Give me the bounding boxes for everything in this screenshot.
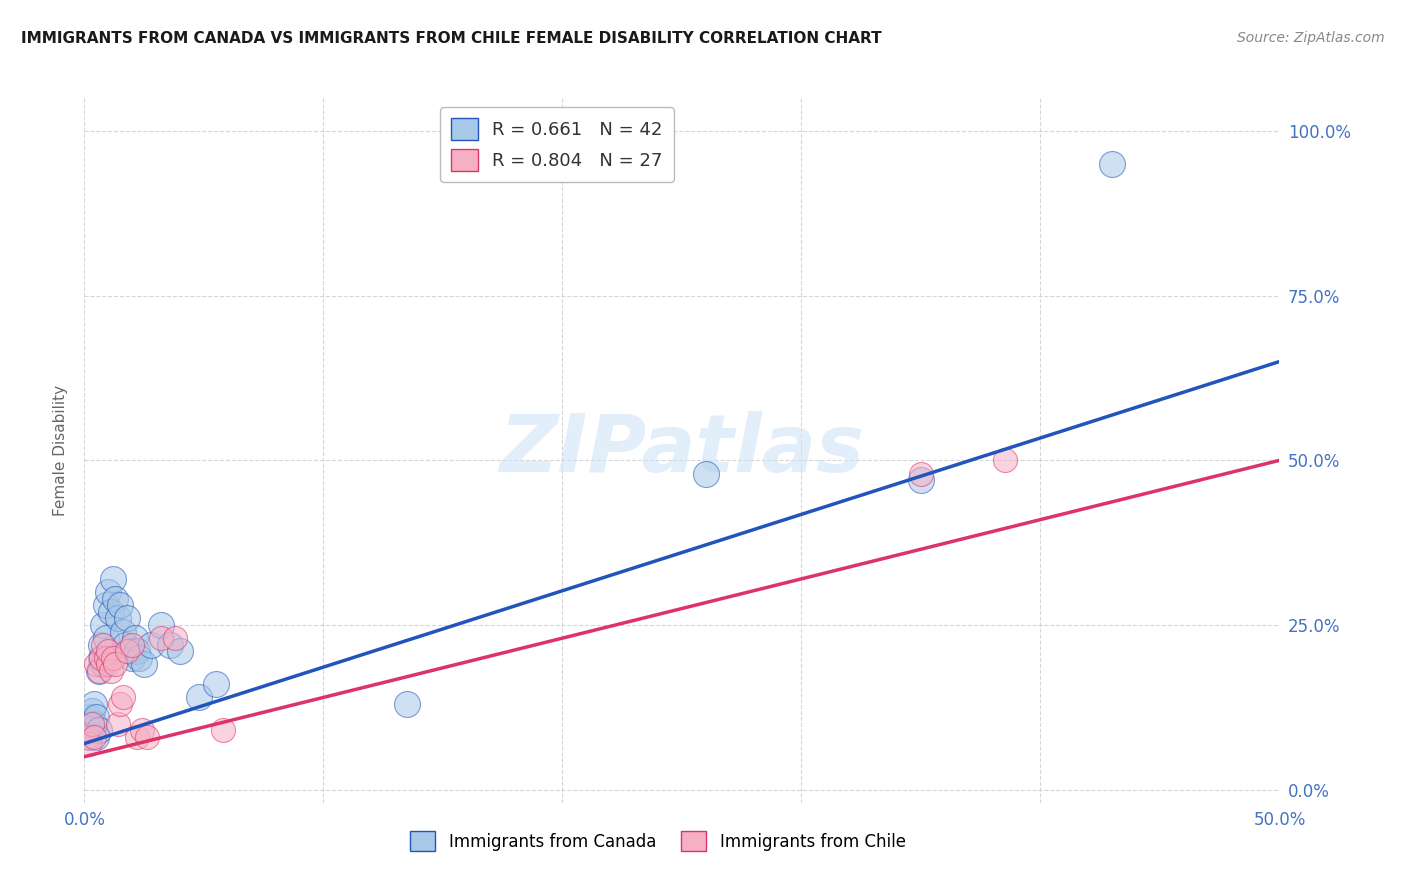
Point [90, 651, 112, 665]
Point [87, 664, 110, 678]
Point [141, 638, 163, 652]
Point [94, 651, 117, 665]
Point [107, 716, 129, 731]
Point [94, 599, 117, 613]
Point [77, 710, 100, 724]
Point [212, 723, 235, 738]
Point [86, 730, 108, 744]
Point [80, 723, 103, 738]
Point [93, 657, 115, 672]
Point [121, 638, 143, 652]
Point [80, 716, 103, 731]
Point [83, 697, 105, 711]
Point [121, 651, 143, 665]
Point [100, 605, 122, 619]
Point [111, 624, 134, 639]
Point [86, 710, 108, 724]
Point [117, 644, 139, 658]
Point [101, 572, 124, 586]
Point [77, 730, 100, 744]
Point [994, 453, 1017, 467]
Point [87, 664, 110, 678]
Point [910, 467, 932, 481]
Point [97, 644, 120, 658]
Point [83, 716, 105, 731]
Text: Source: ZipAtlas.com: Source: ZipAtlas.com [1237, 31, 1385, 45]
Point [93, 638, 115, 652]
Point [111, 690, 134, 705]
Point [97, 657, 120, 672]
Point [93, 618, 115, 632]
Point [87, 723, 110, 738]
Point [101, 651, 124, 665]
Point [188, 690, 211, 705]
Point [97, 585, 120, 599]
Y-axis label: Female Disability: Female Disability [53, 384, 69, 516]
Point [94, 631, 117, 645]
Point [124, 631, 146, 645]
Text: ZIPatlas: ZIPatlas [499, 411, 865, 490]
Point [169, 644, 191, 658]
Point [128, 651, 150, 665]
Legend: Immigrants from Canada, Immigrants from Chile: Immigrants from Canada, Immigrants from … [404, 824, 912, 858]
Point [159, 638, 181, 652]
Point [86, 657, 108, 672]
Point [114, 638, 136, 652]
Point [76, 730, 98, 744]
Point [90, 638, 112, 652]
Point [149, 631, 172, 645]
Point [76, 716, 98, 731]
Point [118, 644, 141, 658]
Point [125, 644, 148, 658]
Point [1101, 157, 1123, 171]
Point [110, 599, 132, 613]
Point [695, 467, 717, 481]
Point [165, 631, 187, 645]
Point [396, 697, 419, 711]
Point [77, 737, 100, 751]
Point [110, 697, 132, 711]
Point [131, 723, 153, 738]
Point [910, 473, 932, 487]
Point [107, 611, 129, 625]
Point [100, 664, 122, 678]
Point [83, 730, 105, 744]
Point [117, 611, 139, 625]
Point [135, 730, 157, 744]
Point [104, 591, 127, 606]
Point [104, 657, 127, 672]
Point [80, 704, 103, 718]
Point [132, 657, 156, 672]
Point [125, 730, 148, 744]
Point [149, 618, 172, 632]
Point [205, 677, 228, 691]
Text: IMMIGRANTS FROM CANADA VS IMMIGRANTS FROM CHILE FEMALE DISABILITY CORRELATION CH: IMMIGRANTS FROM CANADA VS IMMIGRANTS FRO… [21, 31, 882, 46]
Point [90, 651, 112, 665]
